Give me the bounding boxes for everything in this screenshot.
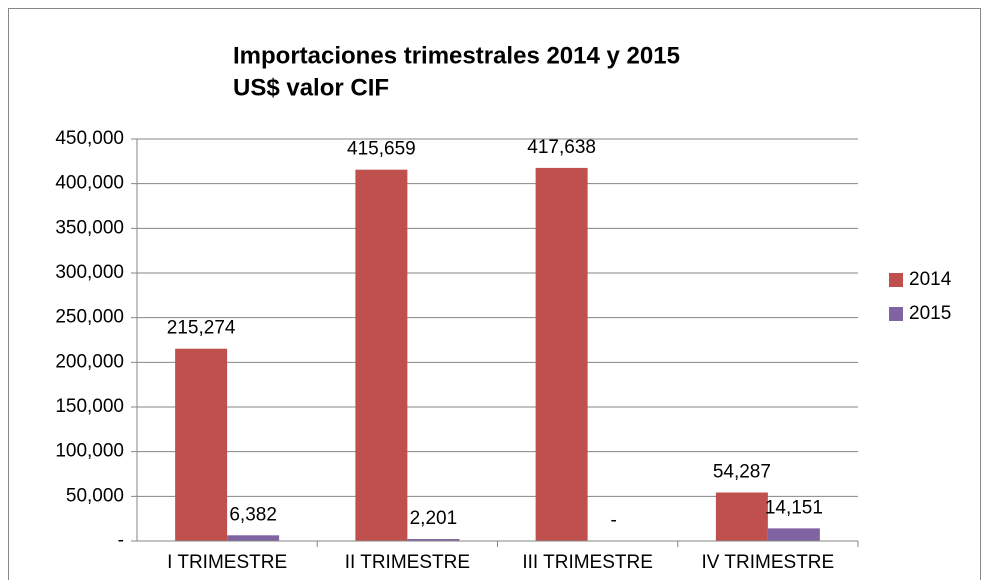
bar [767,528,820,541]
y-tick-label: 350,000 [55,217,124,238]
chart-title: Importaciones trimestrales 2014 y 2015 [233,42,680,69]
y-tick-label: 200,000 [55,351,124,372]
y-tick-label: 450,000 [55,128,124,149]
data-label: 6,382 [229,504,277,525]
x-tick-label: III TRIMESTRE [522,552,653,573]
y-tick-label: 250,000 [55,307,124,328]
data-label: 54,287 [713,462,771,483]
legend-swatch [889,273,903,287]
legend-label: 2014 [909,269,952,290]
data-label: - [610,510,616,531]
data-label: 415,659 [347,139,416,160]
data-label: 417,638 [527,137,596,158]
chart-subtitle: US$ valor CIF [233,74,389,101]
y-tick-label: 300,000 [55,262,124,283]
data-label: 215,274 [167,318,236,339]
x-tick-label: II TRIMESTRE [345,552,470,573]
y-tick-label: 150,000 [55,396,124,417]
data-label: 14,151 [765,497,823,518]
legend-swatch [889,307,903,321]
bar [227,535,280,541]
bar [715,492,768,541]
bar [175,348,228,541]
chart-frame [8,8,981,580]
legend-label: 2015 [909,303,951,324]
y-tick-label: 100,000 [55,441,124,462]
y-tick-label: 50,000 [66,485,124,506]
y-tick-label: 400,000 [55,173,124,194]
x-tick-label: I TRIMESTRE [167,552,287,573]
x-tick-label: IV TRIMESTRE [702,552,835,573]
bar [535,167,588,542]
y-tick-label: - [118,530,124,551]
bar [407,539,460,541]
bar [355,169,408,541]
data-label: 2,201 [410,508,458,529]
